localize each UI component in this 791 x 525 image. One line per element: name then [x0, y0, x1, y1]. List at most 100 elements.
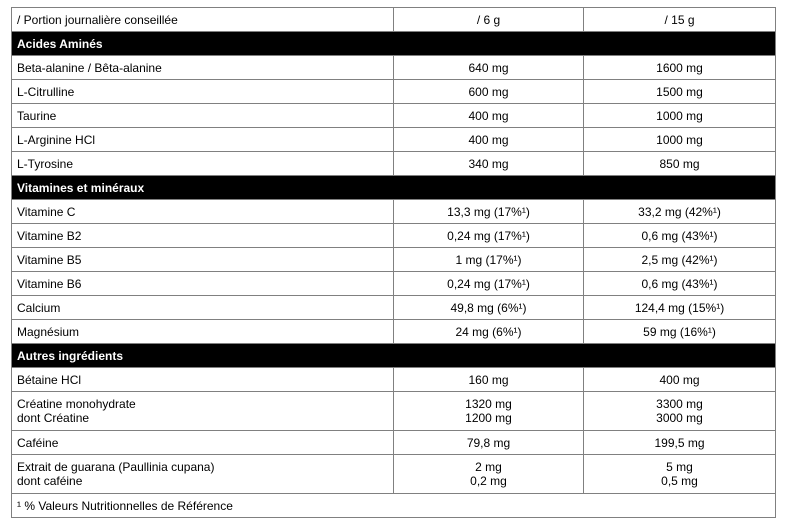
ingredient-name: Caféine [12, 431, 394, 455]
header-row: / Portion journalière conseillée / 6 g /… [12, 8, 776, 32]
ingredient-name-line: Vitamine B2 [17, 229, 388, 243]
amount-6g: 400 mg [394, 128, 584, 152]
amount-15g-line: 59 mg (16%¹) [589, 325, 770, 339]
amount-15g-line: 124,4 mg (15%¹) [589, 301, 770, 315]
amount-6g-line: 600 mg [399, 85, 578, 99]
table-row: Beta-alanine / Bêta-alanine 640 mg 1600 mg [12, 56, 776, 80]
ingredient-name: Calcium [12, 296, 394, 320]
amount-15g-line: 850 mg [589, 157, 770, 171]
amount-15g-line: 2,5 mg (42%¹) [589, 253, 770, 267]
amount-15g-line: 1000 mg [589, 109, 770, 123]
amount-6g-line: 400 mg [399, 109, 578, 123]
ingredient-name-line: Magnésium [17, 325, 388, 339]
amount-6g-line: 340 mg [399, 157, 578, 171]
table-row: Caféine79,8 mg199,5 mg [12, 431, 776, 455]
section-title: Autres ingrédients [12, 344, 776, 368]
amount-15g: 124,4 mg (15%¹) [584, 296, 776, 320]
section-title: Acides Aminés [12, 32, 776, 56]
amount-6g-line: 79,8 mg [399, 436, 578, 450]
amount-15g: 400 mg [584, 368, 776, 392]
amount-6g-line: 1320 mg [399, 397, 578, 411]
amount-6g-line: 13,3 mg (17%¹) [399, 205, 578, 219]
ingredient-name: L-Arginine HCl [12, 128, 394, 152]
ingredient-name: Vitamine C [12, 200, 394, 224]
amount-6g: 160 mg [394, 368, 584, 392]
amount-15g-line: 5 mg [589, 460, 770, 474]
amount-6g-line: 24 mg (6%¹) [399, 325, 578, 339]
section-title: Vitamines et minéraux [12, 176, 776, 200]
ingredient-name: L-Citrulline [12, 80, 394, 104]
ingredient-name-line: L-Citrulline [17, 85, 388, 99]
amount-6g-line: 0,2 mg [399, 474, 578, 488]
amount-15g-line: 0,6 mg (43%¹) [589, 277, 770, 291]
amount-15g: 59 mg (16%¹) [584, 320, 776, 344]
amount-6g-line: 2 mg [399, 460, 578, 474]
amount-15g: 33,2 mg (42%¹) [584, 200, 776, 224]
amount-6g: 640 mg [394, 56, 584, 80]
amount-15g: 1000 mg [584, 104, 776, 128]
ingredient-name: Beta-alanine / Bêta-alanine [12, 56, 394, 80]
amount-6g: 79,8 mg [394, 431, 584, 455]
amount-15g: 1600 mg [584, 56, 776, 80]
amount-6g-line: 640 mg [399, 61, 578, 75]
amount-15g: 5 mg0,5 mg [584, 455, 776, 494]
table-row: Extrait de guarana (Paullinia cupana)don… [12, 455, 776, 494]
amount-6g: 0,24 mg (17%¹) [394, 224, 584, 248]
table-row: Taurine 400 mg 1000 mg [12, 104, 776, 128]
ingredient-name-line: Taurine [17, 109, 388, 123]
amount-15g-line: 0,5 mg [589, 474, 770, 488]
ingredient-name: Magnésium [12, 320, 394, 344]
amount-6g: 1320 mg1200 mg [394, 392, 584, 431]
table-row: Magnésium 24 mg (6%¹) 59 mg (16%¹) [12, 320, 776, 344]
table-row: Calcium 49,8 mg (6%¹) 124,4 mg (15%¹) [12, 296, 776, 320]
ingredient-name-line: Caféine [17, 436, 388, 450]
table-row: L-Arginine HCl 400 mg 1000 mg [12, 128, 776, 152]
ingredient-name-line: Extrait de guarana (Paullinia cupana) [17, 460, 388, 474]
section-header: Vitamines et minéraux [12, 176, 776, 200]
ingredient-name: Bétaine HCl [12, 368, 394, 392]
table-row: Vitamine B5 1 mg (17%¹) 2,5 mg (42%¹) [12, 248, 776, 272]
ingredient-name-line: Bétaine HCl [17, 373, 388, 387]
amount-15g: 3300 mg3000 mg [584, 392, 776, 431]
portion-col-6g: / 6 g [394, 8, 584, 32]
table-row: Créatine monohydratedont Créatine1320 mg… [12, 392, 776, 431]
ingredient-name: Vitamine B5 [12, 248, 394, 272]
portion-label: / Portion journalière conseillée [12, 8, 394, 32]
ingredient-name-line: dont caféine [17, 474, 388, 488]
amount-15g-line: 3300 mg [589, 397, 770, 411]
amount-6g: 400 mg [394, 104, 584, 128]
amount-15g-line: 0,6 mg (43%¹) [589, 229, 770, 243]
ingredient-name-line: Créatine monohydrate [17, 397, 388, 411]
table-row: Vitamine B60,24 mg (17%¹)0,6 mg (43%¹) [12, 272, 776, 296]
amount-15g: 1500 mg [584, 80, 776, 104]
amount-6g-line: 160 mg [399, 373, 578, 387]
ingredient-name-line: Vitamine C [17, 205, 388, 219]
amount-15g-line: 400 mg [589, 373, 770, 387]
table-row: Vitamine B2 0,24 mg (17%¹) 0,6 mg (43%¹) [12, 224, 776, 248]
amount-15g-line: 1600 mg [589, 61, 770, 75]
ingredient-name-line: L-Tyrosine [17, 157, 388, 171]
amount-6g: 0,24 mg (17%¹) [394, 272, 584, 296]
amount-15g-line: 1000 mg [589, 133, 770, 147]
ingredient-name: Taurine [12, 104, 394, 128]
section-header: Acides Aminés [12, 32, 776, 56]
portion-col-15g: / 15 g [584, 8, 776, 32]
amount-15g-line: 3000 mg [589, 411, 770, 425]
amount-6g-line: 1200 mg [399, 411, 578, 425]
amount-6g-line: 49,8 mg (6%¹) [399, 301, 578, 315]
amount-15g: 0,6 mg (43%¹) [584, 272, 776, 296]
amount-15g: 850 mg [584, 152, 776, 176]
section-header: Autres ingrédients [12, 344, 776, 368]
amount-15g-line: 1500 mg [589, 85, 770, 99]
ingredient-name: Créatine monohydratedont Créatine [12, 392, 394, 431]
amount-6g-line: 0,24 mg (17%¹) [399, 277, 578, 291]
amount-6g: 24 mg (6%¹) [394, 320, 584, 344]
amount-6g-line: 1 mg (17%¹) [399, 253, 578, 267]
amount-6g: 1 mg (17%¹) [394, 248, 584, 272]
table-row: L-Tyrosine 340 mg 850 mg [12, 152, 776, 176]
ingredient-name-line: L-Arginine HCl [17, 133, 388, 147]
amount-6g-line: 400 mg [399, 133, 578, 147]
amount-6g: 2 mg0,2 mg [394, 455, 584, 494]
nutrition-table: / Portion journalière conseillée / 6 g /… [11, 7, 776, 518]
ingredient-name: L-Tyrosine [12, 152, 394, 176]
